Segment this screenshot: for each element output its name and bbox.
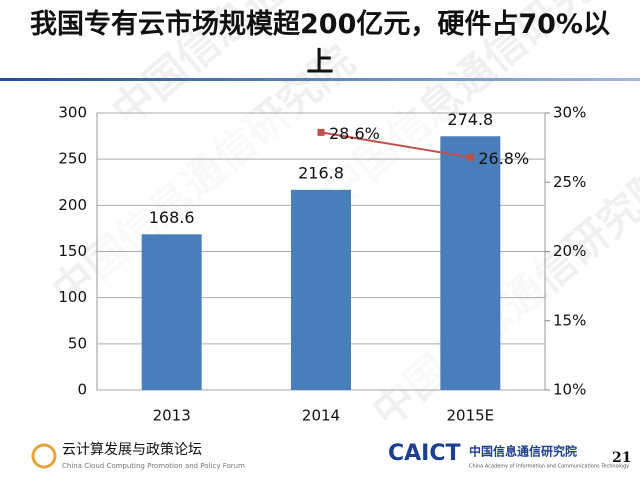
data-label: 168.6: [149, 208, 195, 227]
y2-tick-label: 15%: [553, 311, 586, 329]
y-tick-label: 100: [58, 288, 87, 306]
y-tick-label: 0: [77, 381, 87, 399]
bar: [141, 234, 202, 390]
y-tick-label: 150: [58, 242, 87, 260]
y2-tick-label: 30%: [553, 104, 586, 122]
title-rule: [0, 78, 640, 81]
y2-tick-label: 25%: [553, 173, 586, 191]
x-tick-label: 2013: [153, 407, 191, 425]
line-marker: [317, 128, 325, 136]
x-tick-label: 2015E: [447, 407, 495, 425]
data-label: 28.6%: [329, 124, 380, 143]
x-tick-label: 2014: [302, 407, 340, 425]
line: [320, 131, 471, 159]
page-number: 21: [612, 450, 631, 466]
y2-tick-label: 20%: [553, 242, 586, 260]
y-tick-label: 250: [58, 150, 87, 168]
forum-logo: [31, 443, 57, 469]
y-tick-label: 300: [58, 104, 87, 122]
bar: [291, 189, 351, 390]
line-marker: [466, 153, 474, 161]
data-label: 274.8: [447, 110, 493, 129]
data-label: 26.8%: [478, 149, 529, 168]
data-label: 216.8: [298, 163, 344, 182]
chart-title: 我国专有云市场规模超200亿元，硬件占70%以上: [30, 9, 610, 78]
org-en: China Academy of Information and Communi…: [469, 464, 629, 470]
y2-tick-label: 10%: [553, 381, 586, 399]
y-tick-label: 200: [58, 196, 87, 214]
org-cn: 中国信息通信研究院: [469, 444, 577, 459]
bar: [440, 136, 501, 390]
org-logo: CAICT: [388, 441, 461, 466]
forum-en: China Cloud Computing Promotion and Poli…: [62, 462, 245, 470]
y-tick-label: 50: [68, 334, 87, 352]
forum-cn: 云计算发展与政策论坛: [62, 441, 202, 458]
